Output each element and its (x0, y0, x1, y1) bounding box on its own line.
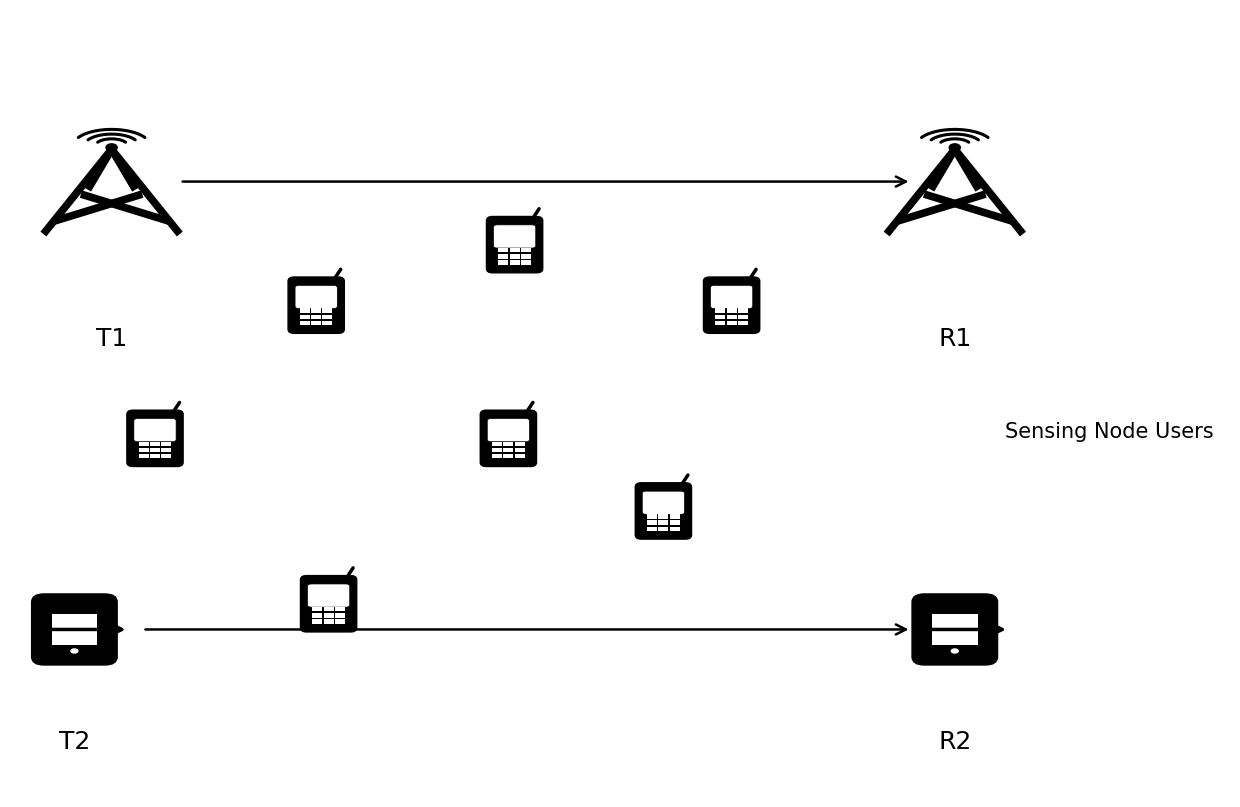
Bar (311, 308, 321, 313)
Circle shape (71, 648, 78, 654)
Bar (322, 308, 332, 313)
Bar (521, 248, 531, 253)
Bar (515, 441, 525, 446)
Bar (150, 448, 160, 452)
FancyBboxPatch shape (480, 410, 537, 466)
Bar (161, 441, 171, 446)
Bar (335, 607, 345, 612)
Bar (658, 514, 668, 519)
Bar (670, 526, 680, 531)
FancyBboxPatch shape (487, 419, 529, 441)
FancyBboxPatch shape (703, 277, 760, 333)
Bar (139, 441, 149, 446)
Bar (715, 320, 725, 325)
FancyBboxPatch shape (288, 277, 345, 333)
Bar (503, 454, 513, 458)
Bar (150, 441, 160, 446)
Bar (503, 448, 513, 452)
Bar (670, 514, 680, 519)
Bar (311, 315, 321, 319)
Bar (322, 315, 332, 319)
FancyBboxPatch shape (126, 410, 184, 466)
Bar (324, 619, 334, 624)
Bar (312, 607, 322, 612)
FancyBboxPatch shape (494, 225, 536, 248)
Bar (498, 260, 508, 265)
Bar (161, 454, 171, 458)
Bar (738, 308, 748, 313)
Circle shape (105, 144, 117, 151)
Bar (647, 526, 657, 531)
Bar (515, 454, 525, 458)
Bar (521, 260, 531, 265)
Bar (715, 308, 725, 313)
FancyBboxPatch shape (913, 594, 997, 665)
FancyBboxPatch shape (642, 491, 684, 514)
Bar (510, 254, 520, 258)
FancyBboxPatch shape (308, 584, 350, 607)
FancyBboxPatch shape (295, 286, 337, 308)
Text: T2: T2 (58, 730, 91, 755)
Text: Sensing Node Users: Sensing Node Users (1006, 422, 1214, 441)
Bar (161, 448, 171, 452)
Bar (335, 619, 345, 624)
Circle shape (950, 144, 961, 151)
Text: R1: R1 (939, 327, 971, 351)
FancyBboxPatch shape (635, 483, 692, 539)
Bar (727, 308, 737, 313)
Bar (312, 619, 322, 624)
Bar (503, 441, 513, 446)
Text: R2: R2 (939, 730, 971, 755)
Bar (492, 454, 502, 458)
Bar (647, 514, 657, 519)
Bar (300, 320, 310, 325)
Bar (515, 448, 525, 452)
Bar (738, 315, 748, 319)
FancyBboxPatch shape (134, 419, 176, 441)
Bar (647, 521, 657, 525)
Bar (311, 320, 321, 325)
Bar (52, 614, 97, 645)
Bar (727, 315, 737, 319)
Bar (300, 308, 310, 313)
Bar (510, 248, 520, 253)
Bar (738, 320, 748, 325)
Bar (322, 320, 332, 325)
Bar (727, 320, 737, 325)
Circle shape (951, 648, 959, 654)
Bar (658, 526, 668, 531)
Bar (335, 613, 345, 617)
Bar (510, 260, 520, 265)
Bar (324, 613, 334, 617)
Text: T1: T1 (95, 327, 128, 351)
FancyBboxPatch shape (486, 216, 543, 273)
FancyBboxPatch shape (32, 594, 117, 665)
Bar (498, 248, 508, 253)
Bar (932, 614, 977, 645)
Bar (498, 254, 508, 258)
Bar (492, 441, 502, 446)
Bar (150, 454, 160, 458)
Bar (670, 521, 680, 525)
Bar (139, 448, 149, 452)
Bar (300, 315, 310, 319)
Bar (492, 448, 502, 452)
FancyBboxPatch shape (300, 575, 357, 632)
Bar (521, 254, 531, 258)
Bar (658, 521, 668, 525)
Bar (312, 613, 322, 617)
Bar (715, 315, 725, 319)
Bar (139, 454, 149, 458)
FancyBboxPatch shape (711, 286, 753, 308)
Bar (324, 607, 334, 612)
